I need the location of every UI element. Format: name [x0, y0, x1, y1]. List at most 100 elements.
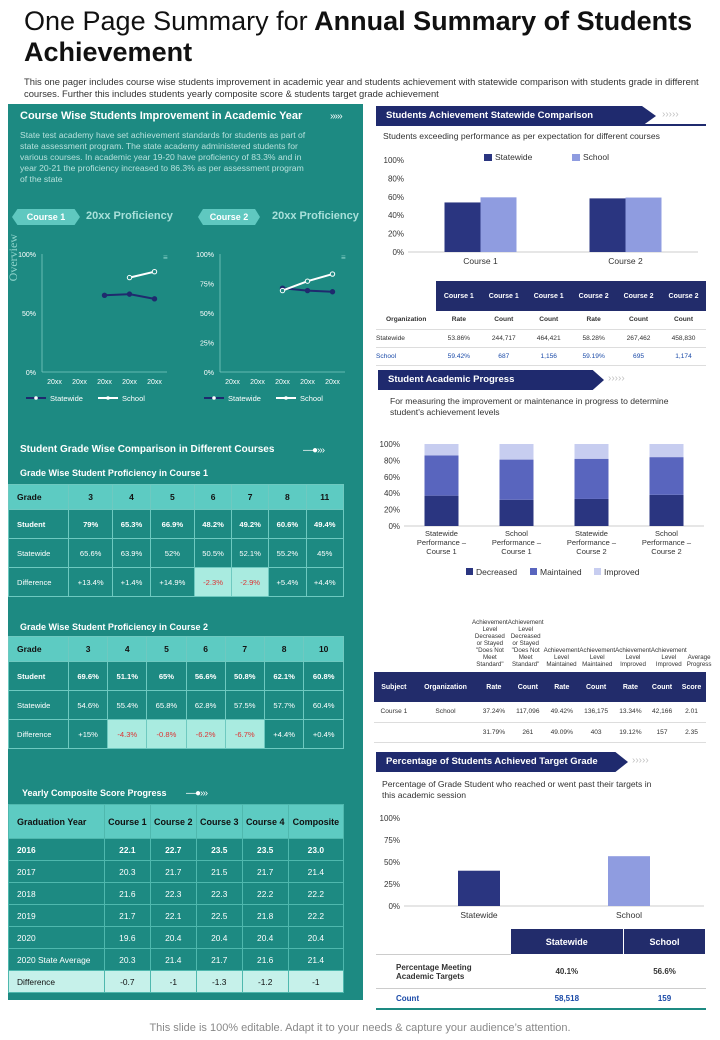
table-cell: -1.3	[195, 970, 243, 993]
x-tick-label: 20xx	[147, 379, 162, 386]
table-cell: -2.9%	[231, 567, 270, 597]
y-tick-label: 25%	[200, 341, 214, 348]
left-panel: Course Wise Students Improvement in Acad…	[6, 104, 363, 1000]
table-cell: -0.8%	[146, 719, 187, 749]
table-header-row: Grade 3 4 5 6 7 8 10	[8, 636, 344, 662]
legend-marker	[284, 396, 288, 400]
data-point-school	[126, 274, 133, 281]
table-cell: +14.9%	[149, 567, 196, 597]
table-cell: -1	[287, 970, 345, 993]
header-cell: Course 2	[616, 281, 662, 311]
table-cell: 45%	[305, 538, 345, 568]
chevrons-icon: ›››››	[608, 373, 625, 384]
table-cell: 52.1%	[231, 538, 270, 568]
x-tick-label: 20xx	[72, 379, 87, 386]
y-tick-label: 20%	[384, 506, 400, 515]
course1-grade-table: Grade 3 4 5 6 7 8 11 Student 79% 65.3% 66.9% 48.2% 49…	[8, 484, 345, 597]
table-cell: 244,717	[481, 329, 527, 348]
header-cell: 10	[303, 636, 344, 662]
table-cell: 50.8%	[224, 661, 265, 691]
course2-proficiency: 20xx Proficiency	[272, 210, 359, 222]
banner-academic-progress: Student Academic Progress	[378, 370, 604, 390]
table-cell: 54.6%	[67, 690, 109, 720]
table-cell: 20.4	[195, 926, 243, 949]
section1-heading: Course Wise Students Improvement in Acad…	[20, 110, 303, 122]
table-cell: 56.6%	[185, 661, 226, 691]
table-cell: 22.1	[103, 838, 151, 861]
footer-note: This slide is 100% editable. Adapt it to…	[149, 1022, 571, 1034]
table-cell: +15%	[67, 719, 109, 749]
bar-school	[480, 197, 517, 252]
legend-label: Statewide	[495, 152, 533, 162]
table-cell: 23.5	[241, 838, 289, 861]
header-cell: 11	[305, 484, 345, 510]
y-tick-label: 0%	[388, 522, 400, 531]
x-tick-label: Statewide	[460, 910, 498, 920]
table-cell: 21.6	[103, 882, 151, 905]
x-tick-label: Course 1	[463, 256, 498, 266]
table-cell: 2018	[8, 882, 105, 905]
achievement-table: Subject Organization Rate Count Rate Count Rat…	[374, 672, 706, 743]
table-subheader-row: Organization Rate Count Count Rate Count Count	[376, 311, 706, 330]
x-tick-label: School Performance – Course 1	[492, 529, 542, 556]
table-row: 31.79% 261 49.09% 403 19.12% 157 2.35	[374, 722, 706, 743]
table1-title: Grade Wise Student Proficiency in Course…	[20, 468, 208, 478]
x-tick-label: 20xx	[325, 379, 340, 386]
table-cell: Student	[8, 509, 69, 539]
header-cell: Course 1	[436, 281, 482, 311]
data-point-school	[304, 278, 311, 284]
header-cell: Course 3	[195, 804, 243, 839]
table-cell: Statewide	[8, 690, 69, 720]
table-cell: 2017	[8, 860, 105, 883]
x-tick-label: Statewide Performance – Course 2	[567, 529, 617, 556]
legend-label: School	[583, 152, 609, 162]
x-tick-label: 20xx	[300, 379, 315, 386]
y-tick-label: 60%	[384, 473, 400, 482]
table-cell: 21.4	[287, 948, 345, 971]
table-cell: 55.4%	[107, 690, 148, 720]
header-cell: Graduation Year	[8, 804, 105, 839]
table-cell: 57.7%	[263, 690, 305, 720]
table-cell: 53.86%	[436, 329, 482, 348]
table-cell: 20.4	[149, 926, 197, 949]
table-cell: 2.01	[677, 702, 706, 723]
data-point-statewide	[329, 289, 336, 295]
table-cell: 20.3	[103, 948, 151, 971]
target-grade-bar-chart: 100% 75% 50% 25% 0% Statewide School	[380, 814, 704, 920]
y-tick-label: 50%	[22, 311, 36, 318]
table-cell	[374, 722, 414, 743]
header-cell: 4	[107, 636, 148, 662]
header-cell: Course 1	[481, 281, 527, 311]
table-cell: School	[413, 702, 478, 723]
header-cell: 7	[231, 484, 270, 510]
table-row: 2019 21.7 22.1 22.5 21.8 22.2	[8, 904, 345, 927]
table-cell: 1,174	[661, 347, 706, 366]
table-cell: 51.1%	[107, 661, 148, 691]
header-cell: 6	[185, 636, 226, 662]
title-prefix: One Page Summary for	[24, 6, 308, 36]
y-tick-label: 25%	[384, 880, 400, 889]
menu-icon: ≡	[163, 253, 168, 262]
subheader-cell: Rate	[571, 311, 617, 330]
table-cell: +5.4%	[268, 567, 307, 597]
table-cell: -6.7%	[224, 719, 265, 749]
table-cell: 22.5	[195, 904, 243, 927]
table-cell: Student	[8, 661, 69, 691]
header-cell: Course 1	[103, 804, 151, 839]
stack-improved	[499, 444, 534, 460]
header-cell: Organization	[413, 672, 478, 702]
table-cell: 31.79%	[477, 722, 511, 743]
achievement-header-labels: Achievement Level Decreased or Stayed "D…	[472, 598, 711, 668]
table-cell: School	[376, 347, 437, 366]
bar-statewide	[458, 870, 500, 906]
table-cell: 49.2%	[231, 509, 270, 539]
table-cell: 695	[616, 347, 662, 366]
table-cell: 59.19%	[571, 347, 617, 366]
legend-label: Statewide	[50, 394, 83, 403]
table-cell: 60.4%	[303, 690, 344, 720]
table-cell: 21.4	[149, 948, 197, 971]
bar-statewide	[444, 202, 481, 252]
data-point-statewide	[304, 287, 311, 294]
table-row: Student 79% 65.3% 66.9% 48.2% 49.2% 60.6% 49.4%	[8, 509, 345, 539]
table-cell: 23.0	[287, 838, 345, 861]
